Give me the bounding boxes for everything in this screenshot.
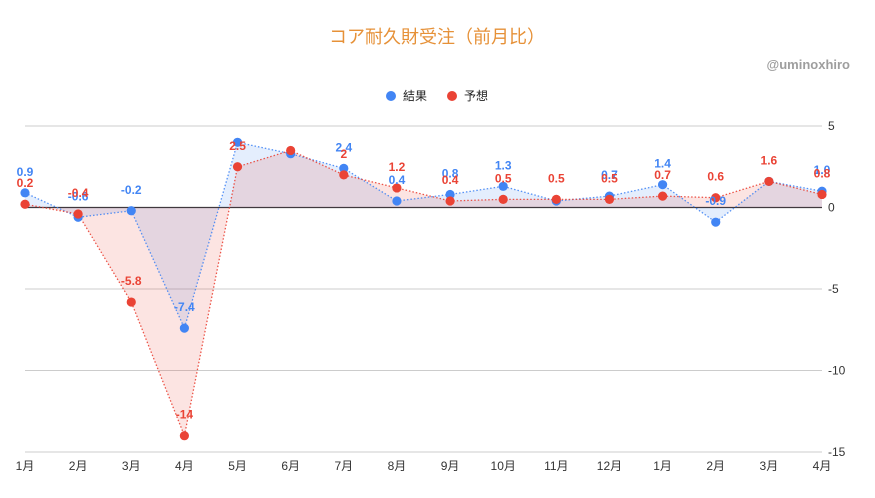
data-label: 0.4 [389, 173, 406, 187]
x-tick-label: 11月 [544, 459, 568, 473]
data-label: 2.4 [335, 140, 352, 154]
x-tick-label: 5月 [228, 459, 247, 473]
y-tick-label: 5 [828, 119, 835, 133]
x-tick-label: 1月 [653, 459, 672, 473]
data-label: -0.9 [705, 194, 726, 208]
legend-label-results: 結果 [403, 89, 427, 103]
data-label: 1.2 [389, 160, 406, 174]
data-point [711, 193, 721, 203]
data-point [339, 163, 349, 173]
data-point [498, 194, 508, 204]
data-point [20, 199, 30, 209]
data-label: 1.0 [814, 163, 831, 177]
data-point [126, 297, 136, 307]
data-label: 0.4 [442, 173, 459, 187]
legend: 結果 予想 [386, 88, 488, 103]
data-label: 0.7 [654, 168, 671, 182]
data-point [126, 206, 136, 216]
data-point [339, 170, 349, 180]
data-point [658, 180, 668, 190]
data-label: 0.6 [707, 170, 724, 184]
data-point [445, 189, 455, 200]
data-label: 0.8 [814, 166, 831, 180]
data-label: 0.5 [495, 171, 512, 185]
data-label: -0.6 [68, 189, 89, 203]
y-axis: 5 0 -5 -10 -15 [828, 119, 846, 459]
data-label: 0.8 [442, 166, 459, 180]
data-label: 0.5 [548, 171, 565, 185]
data-label: -14 [176, 408, 194, 422]
legend-label-forecast: 予想 [464, 88, 488, 103]
data-point [658, 191, 668, 201]
x-tick-label: 12月 [597, 459, 622, 473]
data-point [392, 196, 402, 206]
data-point [232, 137, 243, 147]
series-line-0 [24, 141, 823, 331]
data-label: -5.8 [121, 274, 142, 288]
x-tick-label: 4月 [175, 459, 194, 473]
chart-title: コア耐久財受注（前月比） [329, 27, 545, 47]
series-line-1 [24, 149, 823, 438]
x-tick-label: 6月 [281, 459, 300, 473]
data-point [551, 194, 561, 204]
data-label: 1.6 [761, 153, 778, 167]
data-label: -0.4 [68, 186, 89, 200]
data-point [764, 176, 774, 187]
data-point [179, 323, 189, 333]
watermark-text: @uminoxhiro [767, 57, 851, 72]
series-area-1 [25, 150, 822, 436]
data-point [20, 188, 30, 198]
data-point [392, 183, 402, 193]
data-point [73, 209, 83, 219]
data-label: 0.5 [601, 171, 618, 185]
y-tick-label: 0 [828, 201, 835, 215]
x-tick-label: 8月 [388, 459, 407, 473]
data-label: 0.9 [17, 165, 34, 179]
x-tick-label: 9月 [441, 459, 460, 473]
data-label: 2.5 [229, 139, 246, 153]
data-label: 0.7 [601, 168, 618, 182]
data-label: 2 [340, 147, 347, 161]
x-tick-label: 2月 [69, 459, 88, 473]
y-tick-label: -15 [828, 445, 846, 459]
data-point [286, 145, 296, 156]
x-tick-label: 10月 [491, 459, 516, 473]
x-tick-label: 3月 [122, 459, 141, 473]
legend-marker-results [386, 91, 396, 101]
data-labels: 0.9-0.6 -0.2-7.42.40.4 0.81.30.71.4-0.91.0… [17, 139, 831, 422]
data-label: -0.2 [121, 183, 142, 197]
x-axis: 1月 2月 3月 4月 5月 6月 7月 8月 9月 10月 11月 12月 1月 2月 3月 4月 [16, 459, 832, 473]
legend-item-forecast: 予想 [447, 88, 488, 103]
x-tick-label: 3月 [760, 459, 779, 473]
data-label: 1.3 [495, 158, 512, 172]
data-point [498, 181, 508, 191]
data-point [817, 189, 827, 200]
x-tick-label: 7月 [334, 459, 353, 473]
x-tick-label: 4月 [813, 459, 832, 473]
data-label: -7.4 [174, 300, 195, 314]
data-label: 0.2 [17, 176, 34, 190]
data-point [445, 196, 455, 206]
y-tick-label: -10 [828, 364, 846, 378]
gridlines [25, 125, 822, 453]
series-lines [24, 141, 823, 438]
legend-item-results: 結果 [386, 89, 427, 103]
data-point [179, 431, 189, 441]
y-tick-label: -5 [828, 282, 839, 296]
data-label: 1.4 [654, 157, 671, 171]
data-point [711, 217, 721, 227]
data-points [20, 137, 827, 441]
x-tick-label: 1月 [16, 459, 35, 473]
x-tick-label: 2月 [706, 459, 725, 473]
data-point [604, 194, 615, 204]
data-point [232, 162, 243, 172]
legend-marker-forecast [447, 91, 457, 101]
